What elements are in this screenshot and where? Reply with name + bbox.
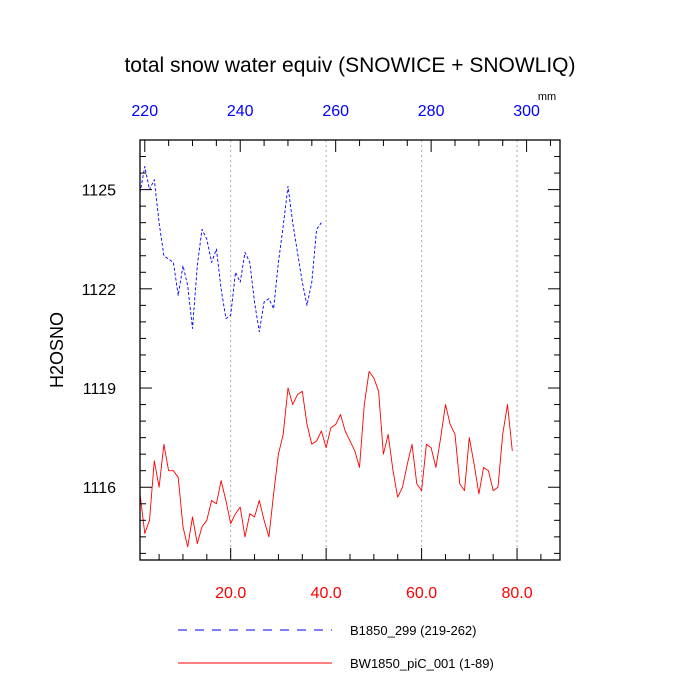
x-top-tick-label: 260 <box>322 103 349 120</box>
axes-layer: 1116 1119 1122 1125 20.0 40.0 60.0 80.0 220 240 26… <box>82 103 560 602</box>
plot-frame <box>139 139 561 561</box>
x-bottom-tick-label: 20.0 <box>215 585 246 602</box>
series-line-1 <box>139 166 322 333</box>
x-bottom-tick-label: 80.0 <box>501 585 532 602</box>
legend-label: BW1850_piC_001 (1-89) <box>350 656 494 671</box>
x-bottom-tick-label: 40.0 <box>311 585 342 602</box>
series-line-2 <box>139 371 513 548</box>
series-layer <box>139 166 513 548</box>
legend: B1850_299 (219-262) BW1850_piC_001 (1-89) <box>178 623 494 671</box>
legend-label: B1850_299 (219-262) <box>350 623 477 638</box>
x-top-tick-label: 300 <box>513 103 540 120</box>
gridlines <box>230 140 518 560</box>
y-tick-label: 1125 <box>82 183 117 200</box>
y-tick-label: 1122 <box>82 282 117 299</box>
y-tick-label: 1116 <box>83 480 116 497</box>
x-top-tick-label: 280 <box>418 103 445 120</box>
x-top-tick-label: 220 <box>131 103 158 120</box>
y-tick-label: 1119 <box>83 381 116 398</box>
units-label: mm <box>538 91 556 103</box>
x-bottom-tick-label: 60.0 <box>406 585 437 602</box>
y-axis-label: H2OSNO <box>47 312 67 388</box>
chart-title: total snow water equiv (SNOWICE + SNOWLI… <box>124 54 575 77</box>
x-top-tick-label: 240 <box>227 103 254 120</box>
